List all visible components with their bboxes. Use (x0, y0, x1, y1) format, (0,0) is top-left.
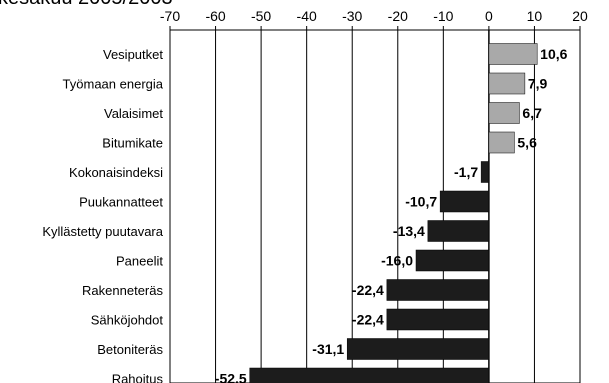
bar (488, 72, 526, 95)
value-label: -13,4 (393, 223, 425, 239)
category-label: Puukannatteet (79, 195, 163, 210)
x-tick-label: 0 (485, 8, 493, 24)
value-label: -16,0 (381, 253, 413, 269)
category-label: Rahoitus (112, 372, 164, 383)
chart-title: kesäkuu 2005/2003 (0, 0, 173, 10)
bar (386, 308, 490, 331)
value-label: -1,7 (454, 164, 478, 180)
value-label: 7,9 (528, 76, 548, 92)
category-label: Paneelit (116, 254, 163, 269)
bar (415, 249, 490, 272)
category-label: Valaisimet (104, 106, 163, 121)
x-tick-label: -30 (342, 8, 362, 24)
category-label: Bitumikate (102, 136, 163, 151)
bar (488, 131, 515, 154)
value-label: 5,6 (517, 135, 537, 151)
value-label: -22,4 (352, 312, 384, 328)
x-tick-label: -70 (160, 8, 180, 24)
bar (249, 367, 490, 383)
bar (480, 161, 490, 183)
value-label: 6,7 (522, 105, 542, 121)
bar (346, 338, 490, 360)
category-label: Työmaan energia (63, 77, 164, 92)
x-tick-label: 20 (572, 8, 588, 24)
category-label: Betoniteräs (97, 342, 163, 357)
category-label: Kyllästetty puutavara (42, 224, 163, 239)
bar (488, 43, 538, 65)
x-tick-label: -40 (297, 8, 317, 24)
value-label: 10,6 (540, 46, 567, 62)
value-label: -22,4 (352, 282, 384, 298)
x-tick-label: -20 (388, 8, 408, 24)
value-label: -31,1 (312, 341, 344, 357)
category-label: Rakenneteräs (82, 283, 163, 298)
x-tick-label: 10 (527, 8, 543, 24)
category-label: Vesiputket (103, 47, 163, 62)
value-label: -10,7 (405, 194, 437, 210)
x-tick-label: -10 (433, 8, 453, 24)
bar (427, 220, 490, 242)
category-label: Sähköjohdot (91, 313, 164, 328)
x-tick-label: -60 (205, 8, 225, 24)
value-label: -52,5 (215, 371, 247, 383)
bar (488, 102, 520, 124)
bar (439, 190, 490, 213)
category-label: Kokonaisindeksi (69, 165, 163, 180)
bar (386, 279, 490, 301)
x-tick-label: -50 (251, 8, 271, 24)
